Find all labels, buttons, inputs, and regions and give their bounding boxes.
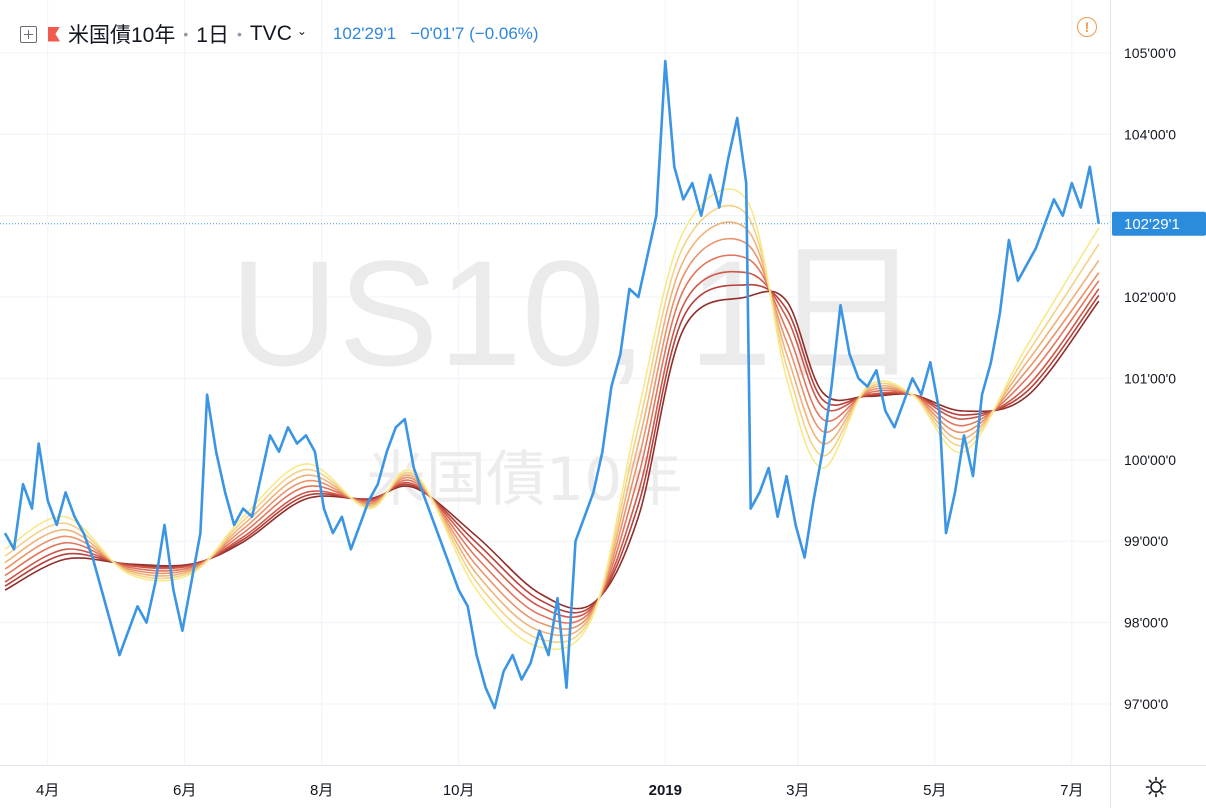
chevron-down-icon[interactable]: ⌄ — [296, 24, 307, 38]
time-axis-tick-label: 8月 — [310, 782, 333, 799]
price-axis[interactable]: 97'00'0 98'00'0 99'00'0 100'00'0 101'00'0 102… — [1124, 45, 1176, 712]
last-price-label-text: 102'29'1 — [1124, 216, 1180, 233]
time-axis-tick-label: 5月 — [923, 782, 946, 799]
price-line — [3, 59, 1101, 710]
current-price: 102'29'1 — [332, 24, 397, 43]
source-label[interactable]: TVC — [249, 22, 292, 45]
time-axis-tick-label: 10月 — [443, 782, 475, 799]
price-change: −0'01'7 (−0.06%) — [410, 24, 539, 43]
price-axis-tick-label: 97'00'0 — [1124, 696, 1168, 712]
price-axis-tick-label: 105'00'0 — [1124, 45, 1176, 61]
watermark-symbol: US10, 1日 — [230, 229, 922, 397]
moving-average-line — [4, 270, 1100, 619]
moving-average-line — [4, 237, 1100, 630]
time-axis-tick-label: 6月 — [173, 782, 196, 799]
plus-square-icon[interactable] — [20, 25, 37, 43]
separator-dot: • — [183, 26, 189, 42]
price-axis-tick-label: 100'00'0 — [1124, 452, 1176, 468]
symbol-title[interactable]: 米国債10年 — [68, 24, 176, 47]
interval-label[interactable]: 1日 — [196, 24, 229, 47]
price-axis-tick-label: 102'00'0 — [1124, 289, 1176, 305]
price-axis-tick-label: 104'00'0 — [1124, 126, 1176, 142]
price-axis-tick-label: 98'00'0 — [1124, 615, 1168, 631]
price-series — [3, 59, 1101, 710]
time-axis-tick-label: 3月 — [786, 782, 809, 799]
moving-average-line — [4, 283, 1100, 614]
time-axis-tick-label: 2019 — [649, 782, 682, 799]
separator-dot: • — [236, 26, 242, 42]
time-axis-tick-label: 7月 — [1060, 782, 1083, 799]
gear-icon[interactable] — [1145, 776, 1167, 798]
time-axis-tick-label: 4月 — [36, 782, 59, 799]
moving-average-ribbon — [4, 188, 1100, 650]
price-axis-tick-label: 101'00'0 — [1124, 370, 1176, 386]
red-flag-icon[interactable] — [48, 26, 60, 42]
chart-legend-header: 米国債10年 • 1日 • TVC ⌄ 102'29'1 −0'01'7 (−0… — [20, 20, 553, 48]
last-price-label: 102'29'1 — [1112, 211, 1206, 236]
price-axis-tick-label: 99'00'0 — [1124, 533, 1168, 549]
alert-circle-icon[interactable]: ! — [1077, 17, 1097, 37]
time-axis[interactable]: 4月 6月 8月 10月 2019 3月 5月 7月 — [36, 782, 1083, 799]
